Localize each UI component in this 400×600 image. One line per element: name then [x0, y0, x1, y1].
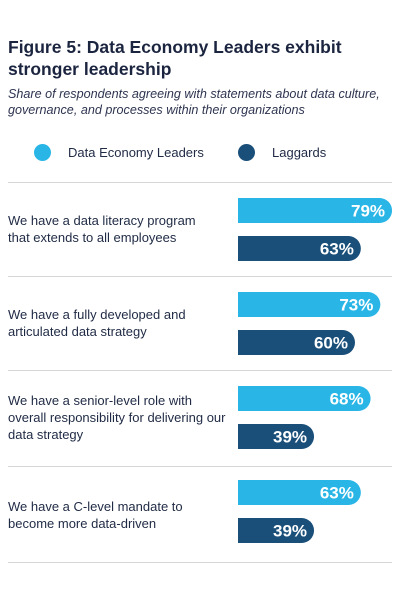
legend-item-laggards: Laggards — [238, 143, 326, 161]
bar-laggards — [238, 235, 361, 261]
bar-laggards — [238, 330, 355, 355]
legend-item-leaders: Data Economy Leaders — [34, 143, 204, 161]
divider — [8, 276, 392, 277]
legend-label-leaders: Data Economy Leaders — [68, 144, 204, 160]
divider — [8, 370, 392, 371]
bar-leaders — [238, 480, 361, 505]
divider — [8, 562, 392, 563]
bar-leaders — [238, 198, 393, 223]
bar-value-label: 60% — [314, 334, 348, 353]
legend-dot-laggards — [238, 143, 255, 161]
category-label: We have a senior-level role with overall… — [8, 393, 226, 442]
category-label: We have a C-level mandate to become more… — [8, 499, 183, 531]
bar-laggards — [238, 518, 315, 543]
category-label: We have a fully developed and articulate… — [8, 307, 186, 339]
chart-title: Figure 5: Data Economy Leaders exhibit s… — [8, 37, 342, 79]
bar-value-label: 73% — [339, 296, 373, 315]
bar-value-label: 79% — [351, 202, 385, 221]
legend-dot-leaders — [34, 143, 51, 161]
bar-value-label: 63% — [320, 240, 354, 259]
bar-leaders — [238, 292, 381, 317]
bar-laggards — [238, 424, 315, 449]
bar-value-label: 39% — [273, 428, 307, 447]
divider — [8, 466, 392, 467]
divider — [8, 182, 392, 183]
bar-value-label: 68% — [330, 390, 364, 409]
chart-subtitle: Share of respondents agreeing with state… — [8, 87, 380, 117]
bar-value-label: 39% — [273, 522, 307, 541]
bar-leaders — [238, 386, 371, 411]
bar-value-label: 63% — [320, 484, 354, 503]
category-label: We have a data literacy program that ext… — [8, 213, 196, 245]
legend-label-laggards: Laggards — [272, 144, 327, 160]
